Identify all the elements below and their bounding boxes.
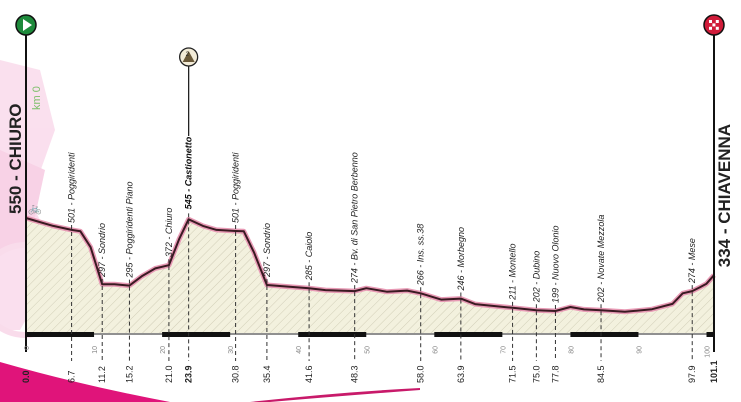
waypoint-km-label: 63.9 xyxy=(456,365,466,383)
profile-line xyxy=(25,217,715,313)
climb-category: 2 xyxy=(186,52,190,58)
waypoint-label: 545 - Castionetto xyxy=(184,136,194,209)
x-tick-label: 90 xyxy=(636,346,643,354)
waypoint-label: 285 - Caiolo xyxy=(304,232,314,282)
waypoint-label: 501 - Poggiridenti xyxy=(67,151,77,223)
checker-square xyxy=(712,23,716,27)
x-tick-label: 20 xyxy=(160,346,167,354)
waypoint-km-label: 21.0 xyxy=(164,365,174,383)
x-tick-label: 10 xyxy=(92,346,99,354)
waypoint-label: 372 - Chiuro xyxy=(164,208,174,258)
waypoint-label: 202 - Dubino xyxy=(531,251,541,304)
mountain-icon xyxy=(182,51,195,62)
magenta-swoosh-right xyxy=(250,388,420,402)
waypoint-label: 501 - Poggiridenti xyxy=(231,151,241,223)
x-tick-label: 80 xyxy=(568,346,575,354)
waypoint-km-label: 58.0 xyxy=(416,365,426,383)
profile-area xyxy=(26,218,714,333)
x-tick-label: 70 xyxy=(500,346,507,354)
km-scale-bar xyxy=(434,332,503,337)
start-km-label: 0.0 xyxy=(21,370,31,383)
km-scale-bar xyxy=(298,332,367,337)
waypoint-km-label: 84.5 xyxy=(596,365,606,383)
waypoint-label: 211 - Montello xyxy=(508,243,518,300)
x-tick-label: 30 xyxy=(228,346,235,354)
waypoint-km-label: 11.2 xyxy=(97,366,107,383)
checker-square xyxy=(715,26,719,30)
bike-icon: 🚲 xyxy=(28,203,42,215)
checker-square xyxy=(709,26,712,30)
km-scale-bar xyxy=(162,332,231,337)
waypoint-label: 199 - Nuovo Olonio xyxy=(550,225,560,303)
waypoint-km-label: 48.3 xyxy=(350,365,360,383)
x-tick-label: 100 xyxy=(705,346,712,358)
waypoint-km-label: 75.0 xyxy=(531,365,541,383)
waypoint-label: 295 - Poggiridenti Piano xyxy=(124,181,134,278)
waypoint-km-label: 41.6 xyxy=(304,365,314,383)
waypoint-label: 297 - Sondrio xyxy=(262,223,272,278)
km-scale-bar xyxy=(26,332,95,337)
waypoint-km-label: 71.5 xyxy=(508,365,518,383)
x-tick-label: 40 xyxy=(296,346,303,354)
waypoint-label: 246 - Morbegno xyxy=(456,227,466,292)
waypoint-km-label: 6.7 xyxy=(67,370,77,383)
x-tick-label: 60 xyxy=(432,346,439,354)
waypoint-km-label: 97.9 xyxy=(687,365,697,383)
waypoint-label: 202 - Novate Mezzola xyxy=(596,215,606,304)
finish-city-label: 334 - CHIAVENNA xyxy=(715,124,734,267)
checker-square xyxy=(709,20,712,23)
finish-km-label: 101.1 xyxy=(709,360,719,383)
x-tick-label: 50 xyxy=(364,346,371,354)
checker-square xyxy=(715,20,719,23)
waypoint-km-label: 35.4 xyxy=(262,365,272,383)
waypoint-label: 274 - Mese xyxy=(687,238,697,284)
waypoint-km-label: 15.2 xyxy=(124,365,134,383)
waypoint-label: 266 - Ins. ss.38 xyxy=(416,224,426,287)
x-tick-label: 0 xyxy=(24,346,31,350)
km-scale-bar xyxy=(570,332,639,337)
waypoint-label: 274 - Bv. di San Pietro Berbenno xyxy=(350,152,360,284)
play-icon xyxy=(23,19,32,31)
km-zero-label: km 0 xyxy=(31,86,43,110)
waypoint-km-label: 77.8 xyxy=(550,365,560,383)
km-scale-bar xyxy=(706,332,714,337)
waypoint-km-label: 30.8 xyxy=(231,365,241,383)
waypoint-label: 297 - Sondrio xyxy=(97,223,107,278)
start-city-label: 550 - CHIURO xyxy=(6,103,25,214)
magenta-swoosh xyxy=(0,362,170,402)
waypoint-km-label: 23.9 xyxy=(184,365,194,383)
